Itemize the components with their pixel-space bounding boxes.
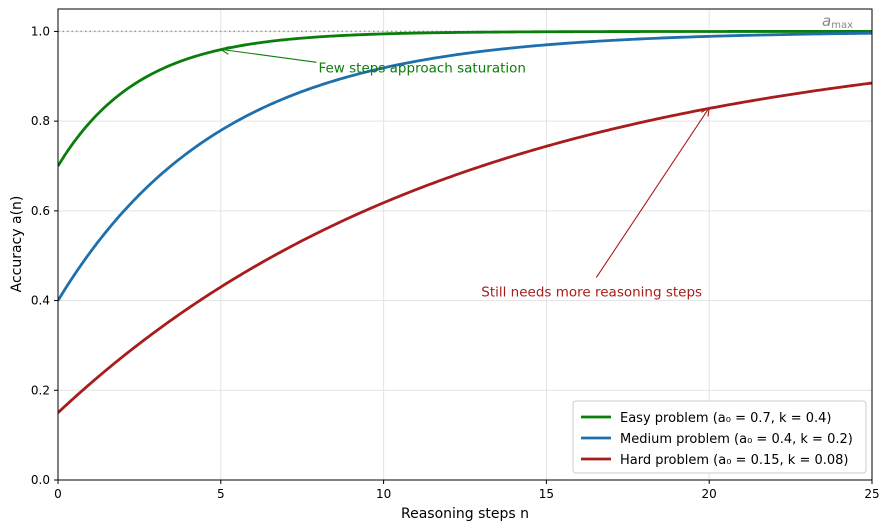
series-line-0 <box>58 30 872 167</box>
x-tick-label: 15 <box>539 487 554 501</box>
y-tick-label: 0.8 <box>31 114 50 128</box>
series-line-1 <box>58 31 872 302</box>
annotation-arrowhead-1 <box>701 106 710 117</box>
y-axis-label: Accuracy a(n) <box>9 196 25 293</box>
series-group <box>58 30 872 414</box>
a-max-label: amax <box>822 12 853 31</box>
reference-line-group: amax <box>58 12 872 33</box>
annotation-text-1: Still needs more reasoning steps <box>481 285 702 301</box>
x-tick-label: 0 <box>54 487 62 501</box>
y-tick-label: 0.2 <box>31 383 50 397</box>
x-axis-label: Reasoning steps n <box>401 506 529 522</box>
legend-label-1: Medium problem (a₀ = 0.4, k = 0.2) <box>620 432 853 447</box>
y-tick-label: 1.0 <box>31 24 50 38</box>
a-max-label-sub: max <box>831 20 853 31</box>
legend-label-2: Hard problem (a₀ = 0.15, k = 0.08) <box>620 453 848 468</box>
a-max-label-main: a <box>822 12 831 30</box>
ticks: 0 5 10 15 20 25 0.0 0.2 0.4 0.6 0.8 1.0 <box>31 24 880 501</box>
legend-label-0: Easy problem (a₀ = 0.7, k = 0.4) <box>620 411 831 426</box>
annotation-arrowhead-0 <box>219 46 230 55</box>
series-line-2 <box>58 81 872 414</box>
annotation-text-0: Few steps approach saturation <box>318 60 525 76</box>
annotation-arrow-0 <box>220 48 317 63</box>
y-tick-label: 0.6 <box>31 204 50 218</box>
y-tick-label: 0.0 <box>31 473 50 487</box>
x-tick-label: 20 <box>702 487 717 501</box>
legend: Easy problem (a₀ = 0.7, k = 0.4) Medium p… <box>572 400 867 474</box>
x-tick-label: 5 <box>217 487 225 501</box>
annotation-arrow-1 <box>595 107 710 278</box>
annotations: Few steps approach saturation Still needs… <box>219 46 710 301</box>
legend-box <box>572 400 867 474</box>
y-tick-label: 0.4 <box>31 294 50 308</box>
x-tick-label: 25 <box>864 487 879 501</box>
x-tick-label: 10 <box>376 487 391 501</box>
plot-frame <box>57 8 873 481</box>
